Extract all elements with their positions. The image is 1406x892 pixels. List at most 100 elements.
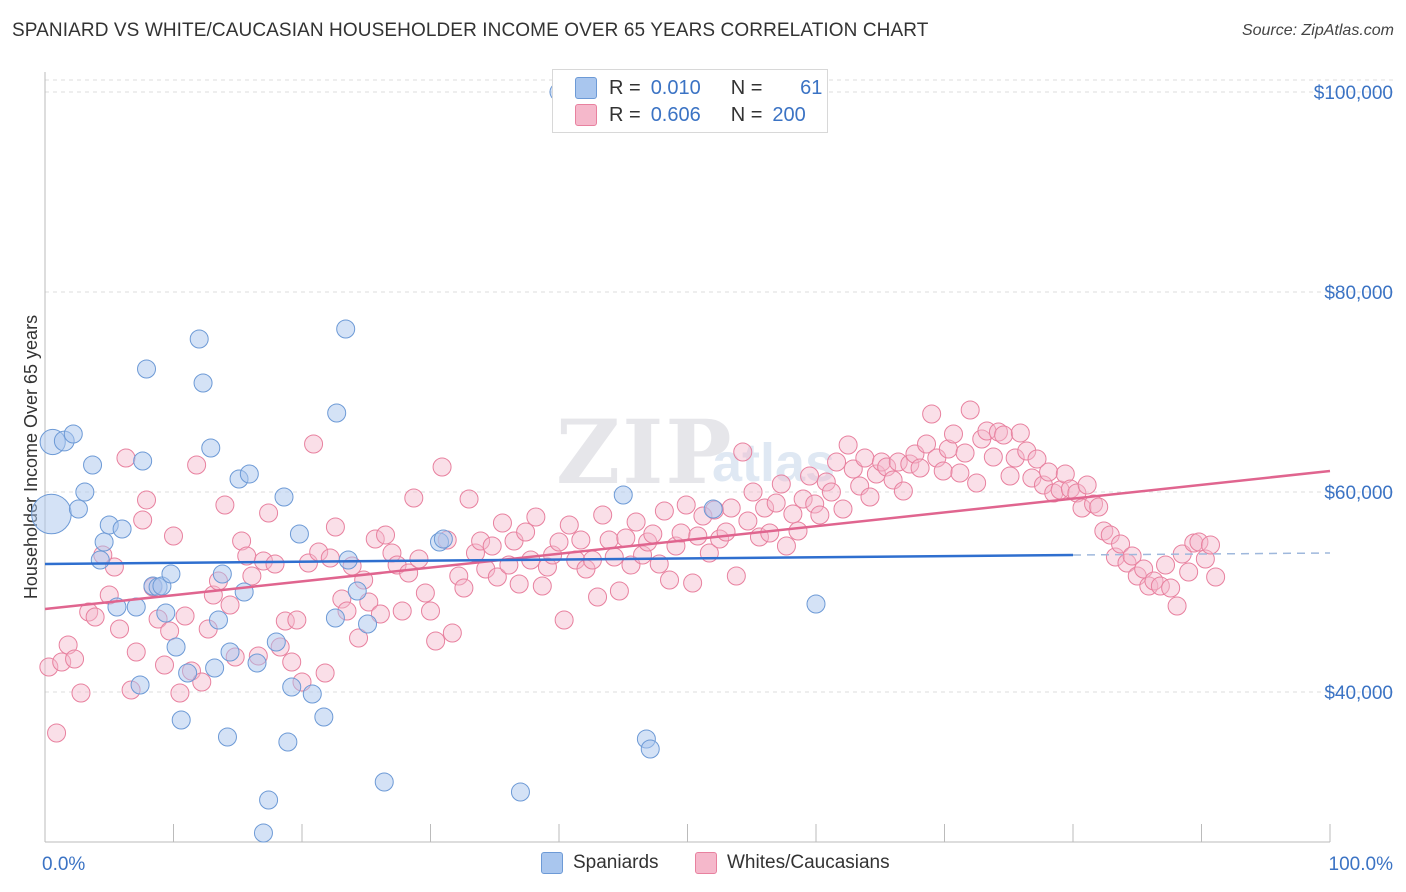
whites-point: [58, 635, 78, 655]
spaniards-point: [266, 632, 286, 652]
spaniards-point: [220, 642, 240, 662]
whites-point: [1055, 464, 1075, 484]
spaniards-point: [374, 772, 394, 792]
whites-point: [1022, 468, 1042, 488]
whites-point: [816, 472, 836, 492]
whites-point: [983, 447, 1003, 467]
whites-point: [726, 566, 746, 586]
whites-point: [85, 607, 105, 627]
whites-point: [917, 434, 937, 454]
whites-point: [843, 459, 863, 479]
spaniards-point: [433, 529, 453, 549]
spaniards-trend-extension: [1072, 552, 1331, 556]
whites-point: [1084, 494, 1104, 514]
whites-point: [783, 504, 803, 524]
spaniards-point: [314, 707, 334, 727]
spaniards-point: [75, 482, 95, 502]
whites-point: [933, 461, 953, 481]
spaniards-point: [156, 603, 176, 623]
whites-point: [960, 400, 980, 420]
y-axis-label: Householder Income Over 65 years: [21, 315, 41, 599]
y-tick-label: $40,000: [1324, 683, 1393, 704]
whites-point: [559, 515, 579, 535]
whites-point: [47, 723, 67, 743]
whites-point: [755, 498, 775, 518]
whites-point: [492, 513, 512, 533]
whites-point: [793, 489, 813, 509]
whites-point: [1077, 475, 1097, 495]
legend-row-spaniards: R = 0.010 N = 61: [575, 75, 822, 101]
whites-point: [805, 494, 825, 514]
whites-point: [442, 623, 462, 643]
whites-point: [52, 652, 72, 672]
whites-point: [215, 495, 235, 515]
y-tick-label: $60,000: [1324, 483, 1393, 504]
whites-point: [738, 511, 758, 531]
legend-r-label: R =: [609, 76, 641, 99]
whites-point: [676, 495, 696, 515]
whites-point: [1072, 498, 1092, 518]
whites-point: [126, 642, 146, 662]
whites-point: [900, 454, 920, 474]
legend-r-label: R =: [609, 103, 641, 126]
whites-point: [426, 631, 446, 651]
whites-point: [415, 583, 435, 603]
whites-point: [888, 452, 908, 472]
whites-point: [259, 503, 279, 523]
spaniards-point: [68, 499, 88, 519]
bottom-legend-spaniards: Spaniards: [541, 852, 659, 874]
whites-point: [315, 663, 335, 683]
whites-point: [1111, 534, 1131, 554]
whites-point: [116, 448, 136, 468]
spaniards-point: [282, 677, 302, 697]
legend-swatch-blue: [575, 77, 597, 99]
legend-row-whites: R = 0.606 N = 200: [575, 102, 822, 128]
whites-point: [893, 481, 913, 501]
whites-point: [509, 574, 529, 594]
spaniards-point: [274, 487, 294, 507]
whites-point: [265, 554, 285, 574]
legend-n-label: N =: [730, 103, 763, 126]
bottom-legend-whites: Whites/Caucasians: [695, 852, 890, 874]
spaniards-point: [613, 485, 633, 505]
spaniards-point: [806, 594, 826, 614]
whites-point: [1161, 578, 1181, 598]
whites-point: [1089, 497, 1109, 517]
whites-point: [532, 576, 552, 596]
bottom-legend-label: Whites/Caucasians: [727, 852, 890, 873]
whites-point: [170, 683, 190, 703]
spaniards-point: [31, 493, 72, 535]
source-label: Source: ZipAtlas.com: [1241, 22, 1394, 39]
whites-point: [432, 457, 452, 477]
whites-point: [376, 525, 396, 545]
spaniards-point: [63, 424, 83, 444]
whites-point: [1027, 449, 1047, 469]
spaniards-point: [133, 451, 153, 471]
whites-point: [1184, 533, 1204, 553]
spaniards-point: [94, 532, 114, 552]
spaniards-point: [640, 739, 660, 759]
bottom-legend-label: Spaniards: [573, 852, 659, 873]
legend-r-value: 0.010: [650, 76, 701, 99]
whites-point: [332, 589, 352, 609]
whites-point: [1139, 576, 1159, 596]
whites-point: [1189, 532, 1209, 552]
whites-point: [349, 628, 369, 648]
whites-point: [604, 547, 624, 567]
whites-point: [855, 448, 875, 468]
whites-point: [821, 482, 841, 502]
spaniards-point: [703, 499, 723, 519]
whites-point: [220, 595, 240, 615]
whites-point: [860, 487, 880, 507]
whites-point: [810, 505, 830, 525]
whites-point: [593, 505, 613, 525]
whites-point: [922, 404, 942, 424]
whites-point: [155, 655, 175, 675]
spaniards-point: [205, 658, 225, 678]
whites-point: [516, 522, 536, 542]
whites-point: [487, 567, 507, 587]
whites-point: [549, 532, 569, 552]
whites-point: [743, 482, 763, 502]
whites-point: [910, 458, 930, 478]
spaniards-point: [208, 610, 228, 630]
